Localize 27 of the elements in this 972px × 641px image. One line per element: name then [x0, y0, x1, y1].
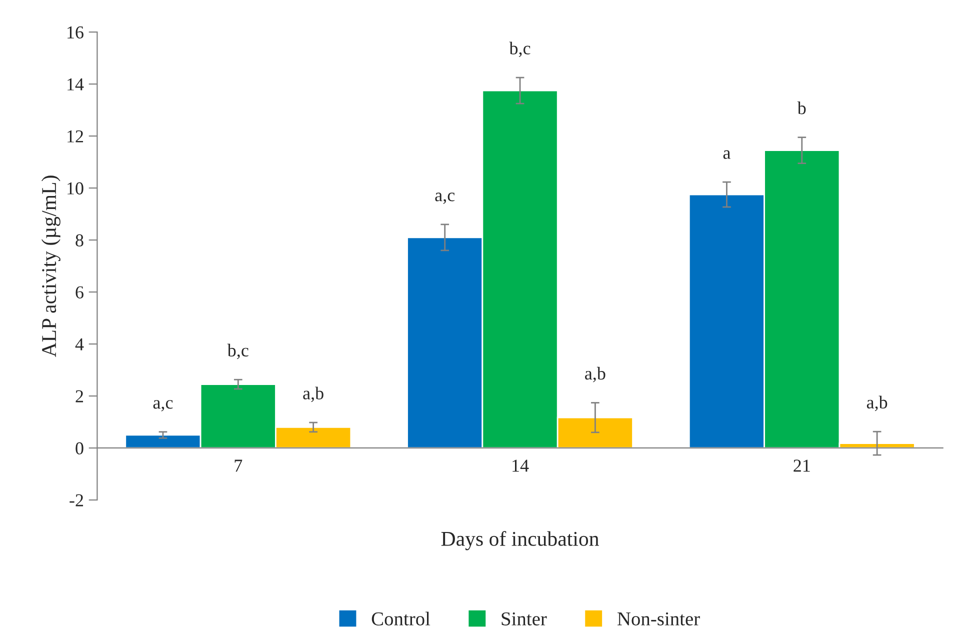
- y-tick-label: 0: [76, 442, 84, 454]
- data-label: b,c: [509, 42, 530, 58]
- data-label: a,c: [435, 192, 455, 204]
- data-label: a: [723, 150, 730, 159]
- data-label: a,b: [303, 386, 324, 402]
- x-axis-title: Days of incubation: [441, 531, 599, 550]
- legend-label: Non-sinter: [617, 612, 700, 626]
- x-tick-label: 21: [794, 460, 810, 472]
- y-tick-label: 4: [75, 338, 84, 350]
- legend-label: Control: [372, 612, 430, 626]
- y-tick-label: 10: [68, 182, 84, 194]
- y-tick-label: 16: [68, 26, 84, 38]
- data-label: b: [797, 102, 806, 114]
- data-label: b,c: [227, 344, 248, 360]
- legend-label: Sinter: [502, 612, 547, 626]
- y-tick-label: -2: [70, 494, 84, 506]
- y-tick-label: 8: [76, 234, 84, 246]
- y-tick-label: 2: [76, 390, 84, 402]
- x-tick-label: 7: [234, 460, 242, 472]
- y-tick-label: 12: [68, 130, 84, 142]
- data-label: a,b: [585, 366, 606, 382]
- data-label: a,b: [866, 396, 888, 412]
- y-axis-title: ALP activity (µg/mL): [41, 176, 60, 358]
- y-tick-label: 6: [76, 286, 84, 298]
- y-tick-label: 14: [68, 78, 84, 90]
- x-tick-label: 14: [512, 460, 529, 472]
- data-label: a,c: [153, 400, 173, 412]
